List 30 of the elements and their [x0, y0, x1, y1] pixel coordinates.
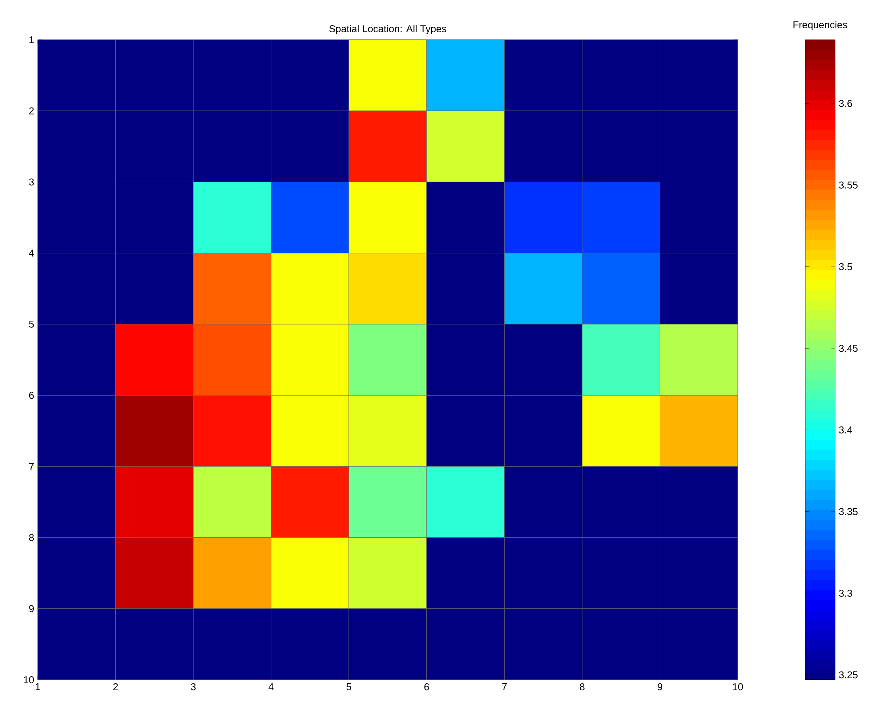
y-tick-label: 3 — [29, 178, 34, 186]
color-bar-label: 3.5 — [839, 263, 852, 270]
x-tick-label: 10 — [733, 684, 744, 691]
x-tick-label: 5 — [346, 684, 352, 690]
color-bar-label: 3.35 — [839, 508, 858, 516]
y-tick-label: 1 — [30, 36, 34, 44]
color-bar-label: 3.3 — [839, 590, 852, 597]
x-tick-label: 9 — [658, 684, 663, 691]
x-tick-label: 3 — [191, 684, 196, 691]
y-tick-label: 9 — [29, 605, 34, 612]
color-bar-title: Frequencies — [794, 21, 848, 30]
y-tick-label: 7 — [29, 463, 34, 470]
color-bar-label: 3.6 — [839, 100, 852, 108]
x-tick-label: 7 — [502, 684, 507, 690]
color-bar-label: 3.55 — [839, 182, 858, 189]
y-tick-label: 2 — [29, 108, 34, 115]
color-bar-label: 3.45 — [839, 345, 858, 352]
x-tick-label: 6 — [424, 684, 430, 691]
y-tick-label: 4 — [29, 250, 34, 257]
x-tick-label: 1 — [36, 684, 40, 690]
y-tick-label: 8 — [29, 534, 34, 542]
x-tick-label: 8 — [580, 684, 585, 691]
y-tick-label: 5 — [29, 320, 34, 328]
color-bar-label: 3.4 — [839, 426, 852, 434]
color-bar-label: 3.25 — [839, 672, 858, 679]
x-tick-label: 2 — [114, 684, 118, 690]
y-tick-label: 10 — [24, 676, 34, 684]
chart-title: Spatial Location: All Types — [330, 25, 447, 34]
x-tick-label: 4 — [268, 684, 274, 690]
y-tick-label: 6 — [29, 392, 34, 400]
